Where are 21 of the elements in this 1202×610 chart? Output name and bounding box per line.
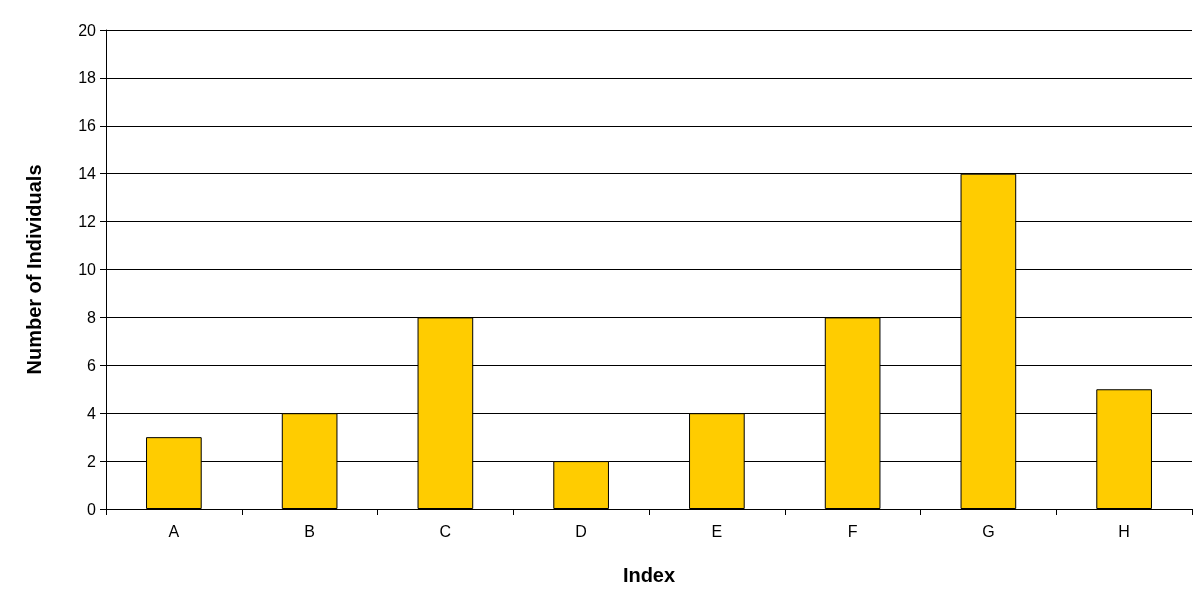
x-tick-label: E (711, 522, 723, 540)
x-axis-title: Index (622, 564, 676, 586)
x-tick-label: D (575, 522, 587, 540)
x-tick-label: B (304, 522, 315, 540)
y-tick-label: 12 (78, 213, 97, 231)
y-axis-title: Number of Individuals (23, 164, 45, 375)
y-tick-label: 16 (78, 117, 97, 135)
y-tick-label: 8 (87, 308, 97, 326)
x-tick-label: G (982, 522, 995, 540)
y-tick-label: 0 (87, 500, 97, 518)
x-tick-label: H (1118, 522, 1130, 540)
y-tick-label: 4 (87, 404, 97, 422)
y-tick-label: 6 (87, 356, 97, 374)
x-tick-label: C (439, 522, 452, 540)
y-tick-label: 2 (87, 452, 97, 470)
x-tick-label: A (168, 522, 180, 540)
y-tick-label: 10 (78, 261, 97, 278)
y-tick-label: 18 (78, 69, 97, 87)
y-tick-label: 14 (78, 165, 97, 183)
y-tick-label: 20 (78, 21, 97, 39)
x-tick-label: F (847, 522, 858, 540)
